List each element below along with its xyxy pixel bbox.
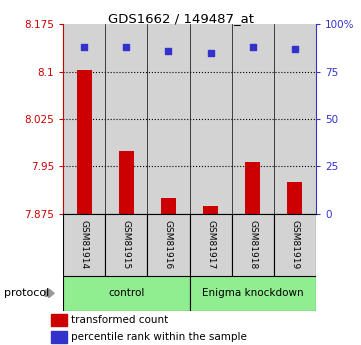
Point: [123, 44, 129, 50]
Bar: [190, 276, 316, 310]
Text: transformed count: transformed count: [71, 315, 168, 325]
Bar: [51, 331, 67, 343]
Bar: [105, 24, 147, 214]
Bar: [287, 182, 302, 214]
Text: GDS1662 / 149487_at: GDS1662 / 149487_at: [108, 12, 253, 25]
Point: [81, 44, 87, 50]
Bar: [232, 24, 274, 214]
Text: GSM81916: GSM81916: [164, 220, 173, 269]
Point: [208, 50, 213, 55]
Bar: [147, 24, 190, 214]
Bar: [63, 24, 105, 214]
Text: protocol: protocol: [4, 288, 49, 298]
Bar: [119, 151, 134, 214]
Bar: [190, 214, 232, 276]
Bar: [77, 70, 92, 214]
Text: GSM81915: GSM81915: [122, 220, 131, 269]
Bar: [161, 198, 176, 214]
Text: control: control: [108, 288, 144, 298]
Bar: [51, 314, 67, 326]
Point: [166, 48, 171, 53]
Point: [292, 46, 298, 51]
Text: GSM81914: GSM81914: [80, 220, 89, 269]
Bar: [190, 24, 232, 214]
Bar: [245, 162, 260, 214]
Bar: [203, 206, 218, 214]
Bar: [105, 214, 147, 276]
Bar: [147, 214, 190, 276]
Bar: [274, 214, 316, 276]
Bar: [274, 24, 316, 214]
Text: GSM81918: GSM81918: [248, 220, 257, 269]
Bar: [232, 214, 274, 276]
Text: Enigma knockdown: Enigma knockdown: [202, 288, 304, 298]
Text: GSM81917: GSM81917: [206, 220, 215, 269]
Text: GSM81919: GSM81919: [290, 220, 299, 269]
Bar: [63, 214, 105, 276]
Point: [250, 44, 256, 50]
Bar: [63, 276, 190, 310]
Text: percentile rank within the sample: percentile rank within the sample: [71, 332, 247, 342]
